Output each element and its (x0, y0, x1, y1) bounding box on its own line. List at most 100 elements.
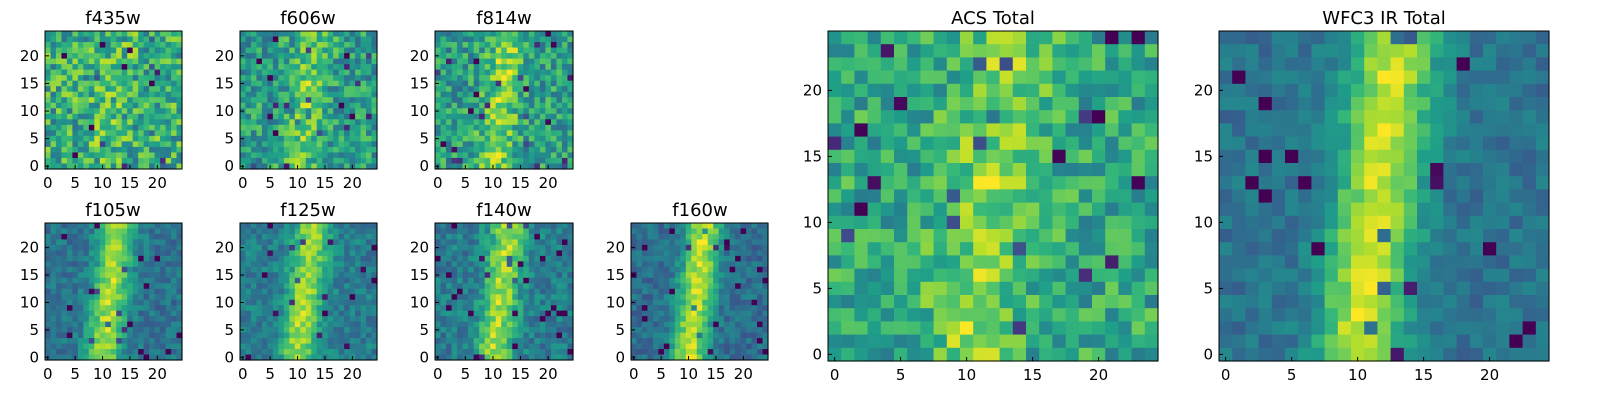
heatmap-cell (311, 102, 318, 109)
heatmap-cell (45, 250, 52, 257)
heatmap-cell (105, 53, 112, 60)
heatmap-cell (473, 47, 480, 54)
heatmap-cell (272, 294, 279, 301)
heatmap-cell (517, 86, 524, 93)
heatmap-cell (55, 91, 63, 98)
heatmap-cell (479, 228, 486, 235)
heatmap-cell (1118, 242, 1133, 256)
heatmap-cell (479, 53, 486, 60)
heatmap-cell (762, 283, 769, 290)
heatmap-cell (149, 239, 156, 246)
heatmap-cell (143, 135, 150, 142)
heatmap-cell (77, 91, 84, 98)
heatmap-cell (435, 69, 442, 76)
heatmap-cell (149, 250, 156, 257)
heatmap-cell (1052, 242, 1067, 256)
heatmap-cell (154, 244, 161, 251)
heatmap-cell (300, 332, 307, 339)
heatmap-cell (94, 146, 101, 154)
heatmap-cell (116, 108, 123, 115)
heatmap-cell (240, 283, 247, 290)
heatmap-cell (176, 354, 183, 361)
heatmap-cell (349, 119, 356, 126)
x-tick-label: 0 (43, 174, 53, 192)
heatmap-cell (171, 233, 178, 241)
heatmap-cell (484, 69, 491, 76)
heatmap-cell (841, 31, 855, 45)
heatmap-cell (72, 327, 79, 334)
y-tick-label: 5 (419, 321, 429, 339)
heatmap-cell (523, 42, 530, 49)
heatmap-cell (506, 80, 513, 87)
heatmap-cell (371, 239, 378, 246)
x-tick-label: 0 (238, 174, 248, 192)
heatmap-cell (685, 261, 692, 268)
heatmap-cell (176, 108, 183, 115)
heatmap-cell (495, 163, 502, 170)
heatmap-cell (473, 349, 480, 356)
heatmap-cell (663, 338, 670, 345)
heatmap-cell (94, 233, 101, 241)
heatmap-cell (171, 124, 178, 131)
heatmap-cell (435, 130, 442, 137)
heatmap-cell (479, 310, 486, 317)
heatmap-cell (349, 64, 356, 71)
heatmap-cell (272, 102, 279, 109)
heatmap-cell (333, 157, 340, 165)
heatmap-cell (696, 332, 703, 339)
heatmap-cell (506, 343, 513, 350)
heatmap-cell (523, 157, 530, 165)
heatmap-cell (72, 277, 79, 284)
heatmap-cell (165, 31, 172, 38)
heatmap-cell (61, 135, 68, 142)
heatmap-cell (333, 321, 340, 328)
heatmap-cell (50, 31, 57, 38)
heatmap-cell (355, 130, 362, 137)
heatmap-cell (127, 152, 134, 159)
heatmap-cell (735, 239, 742, 246)
heatmap-cell (1012, 83, 1027, 98)
heatmap-cell (305, 244, 312, 251)
heatmap-cell (61, 228, 68, 235)
heatmap-cell (267, 272, 274, 279)
heatmap-cell (250, 53, 258, 60)
heatmap-cell (360, 124, 367, 131)
heatmap-cell (267, 233, 274, 241)
heatmap-cell (55, 255, 63, 262)
heatmap-cell (83, 124, 90, 131)
heatmap-cell (371, 299, 378, 306)
heatmap-cell (349, 53, 356, 60)
heatmap-cell (484, 146, 491, 154)
heatmap-cell (294, 316, 301, 323)
heatmap-cell (94, 244, 101, 251)
heatmap-cell (457, 255, 464, 262)
heatmap-cell (446, 69, 453, 76)
heatmap-cell (83, 272, 90, 279)
heatmap-cell (867, 229, 882, 243)
heatmap-cell (762, 316, 769, 323)
heatmap-cell (528, 102, 535, 109)
heatmap-cell (636, 310, 643, 317)
heatmap-cell (528, 321, 535, 328)
y-tick-label: 20 (215, 239, 234, 257)
heatmap-cell (462, 91, 469, 98)
heatmap-cell (757, 266, 764, 273)
heatmap-cell (289, 64, 296, 71)
heatmap-cell (1144, 136, 1159, 151)
heatmap-cell (636, 283, 643, 290)
heatmap-cell (344, 332, 351, 339)
heatmap-cell (322, 266, 329, 273)
heatmap-cell (435, 91, 442, 98)
heatmap-cell (479, 354, 486, 361)
heatmap-cell (116, 102, 123, 109)
heatmap-cell (729, 316, 736, 323)
heatmap-cell (360, 354, 367, 361)
heatmap-cell (490, 288, 497, 295)
heatmap-cell (171, 272, 178, 279)
heatmap-cell (149, 157, 156, 165)
heatmap-cell (462, 130, 469, 137)
heatmap-cell (501, 255, 508, 262)
heatmap-cell (490, 299, 497, 306)
heatmap-cell (652, 305, 659, 312)
heatmap-cell (495, 113, 502, 120)
